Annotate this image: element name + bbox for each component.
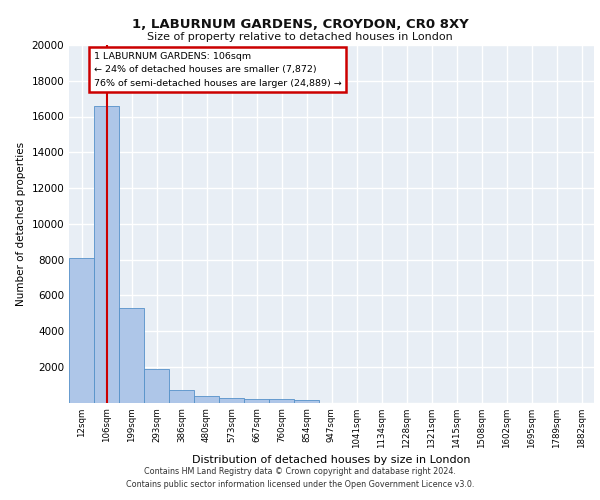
Text: 1 LABURNUM GARDENS: 106sqm
← 24% of detached houses are smaller (7,872)
76% of s: 1 LABURNUM GARDENS: 106sqm ← 24% of deta… — [94, 52, 342, 88]
Text: 1, LABURNUM GARDENS, CROYDON, CR0 8XY: 1, LABURNUM GARDENS, CROYDON, CR0 8XY — [131, 18, 469, 30]
Bar — [144, 370, 169, 402]
Bar — [219, 398, 244, 402]
Text: Size of property relative to detached houses in London: Size of property relative to detached ho… — [147, 32, 453, 42]
Bar — [244, 398, 269, 402]
Y-axis label: Number of detached properties: Number of detached properties — [16, 142, 26, 306]
Bar — [119, 308, 144, 402]
Bar — [194, 396, 219, 402]
Bar — [169, 390, 194, 402]
Bar — [69, 258, 94, 402]
X-axis label: Distribution of detached houses by size in London: Distribution of detached houses by size … — [192, 454, 471, 464]
Bar — [294, 400, 319, 402]
Text: Contains HM Land Registry data © Crown copyright and database right 2024.
Contai: Contains HM Land Registry data © Crown c… — [126, 468, 474, 489]
Bar — [94, 106, 119, 403]
Bar — [269, 399, 294, 402]
